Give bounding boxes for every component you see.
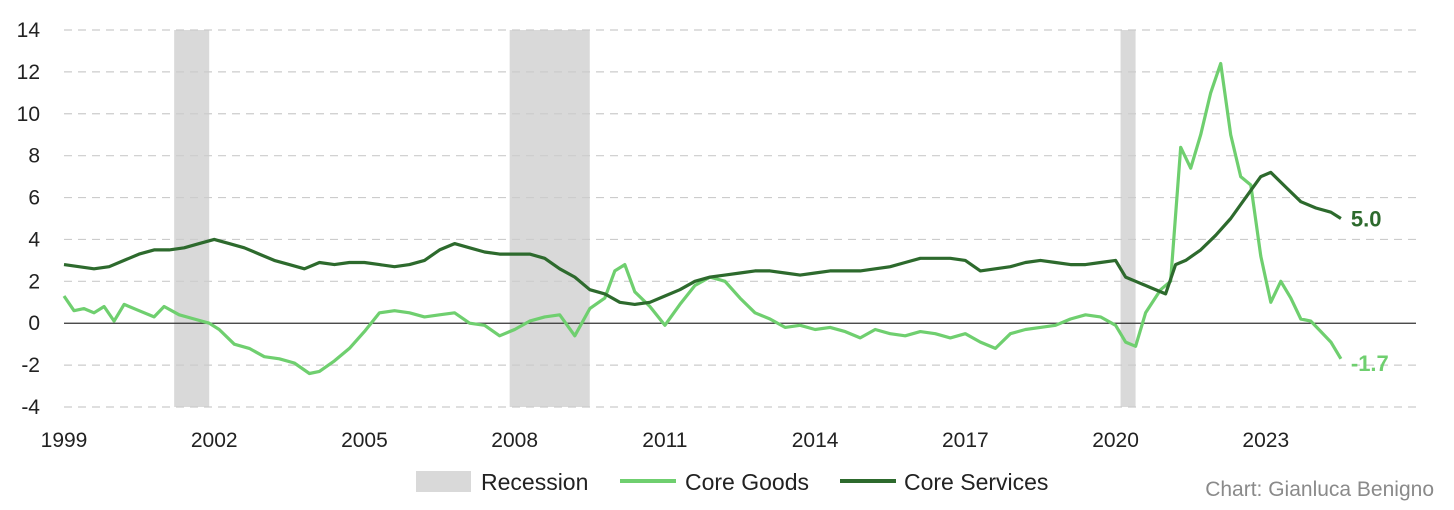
x-tick-label: 2020 bbox=[1092, 429, 1139, 452]
legend-label-core-services: Core Services bbox=[904, 469, 1048, 495]
legend-label-core-goods: Core Goods bbox=[685, 469, 809, 495]
legend-label-recession: Recession bbox=[481, 469, 588, 495]
legend-item-recession: Recession bbox=[416, 469, 588, 495]
y-tick-label: 8 bbox=[28, 145, 40, 168]
y-tick-label: -2 bbox=[21, 354, 40, 377]
x-tick-label: 1999 bbox=[41, 429, 88, 452]
x-tick-label: 2005 bbox=[341, 429, 388, 452]
series-line-core-services bbox=[63, 170, 1342, 306]
chart-credit: Chart: Gianluca Benigno bbox=[1205, 478, 1434, 501]
x-tick-label: 2023 bbox=[1242, 429, 1289, 452]
y-tick-label: 0 bbox=[28, 312, 40, 335]
y-tick-label: 4 bbox=[28, 228, 40, 251]
x-tick-label: 2014 bbox=[792, 429, 839, 452]
y-gridlines bbox=[64, 29, 1416, 408]
recession-band-0 bbox=[174, 30, 210, 407]
y-tick-label: 2 bbox=[28, 270, 40, 293]
x-tick-label: 2008 bbox=[491, 429, 538, 452]
x-tick-label: 2002 bbox=[191, 429, 238, 452]
legend-item-core-goods: Core Goods bbox=[620, 469, 809, 495]
end-value-labels: -1.7 5.0 bbox=[1351, 207, 1389, 376]
y-tick-label: 12 bbox=[17, 61, 40, 84]
series-lines bbox=[62, 61, 1343, 376]
x-tick-label: 2011 bbox=[642, 429, 687, 452]
recession-band-1 bbox=[509, 30, 590, 407]
series-line-core-goods bbox=[62, 61, 1343, 376]
y-tick-label: 14 bbox=[17, 19, 41, 42]
recession-bands bbox=[174, 30, 1136, 407]
y-tick-label: -4 bbox=[21, 396, 40, 419]
legend-swatch-recession bbox=[416, 471, 471, 492]
end-label-core-services: 5.0 bbox=[1351, 207, 1382, 232]
legend-item-core-services: Core Services bbox=[840, 469, 1048, 495]
x-tick-label: 2017 bbox=[942, 429, 989, 452]
x-axis-tick-labels: 1999 2002 2005 2008 2011 2014 2017 2020 2023 bbox=[41, 429, 1289, 452]
y-tick-label: 10 bbox=[17, 103, 40, 126]
recession-band-2 bbox=[1120, 30, 1136, 407]
end-label-core-goods: -1.7 bbox=[1351, 351, 1389, 376]
y-tick-label: 6 bbox=[28, 187, 40, 210]
legend: Recession Core Goods Core Services bbox=[416, 469, 1048, 495]
y-axis-tick-labels: 14 12 10 8 6 4 2 0 -2 -4 bbox=[17, 19, 41, 419]
